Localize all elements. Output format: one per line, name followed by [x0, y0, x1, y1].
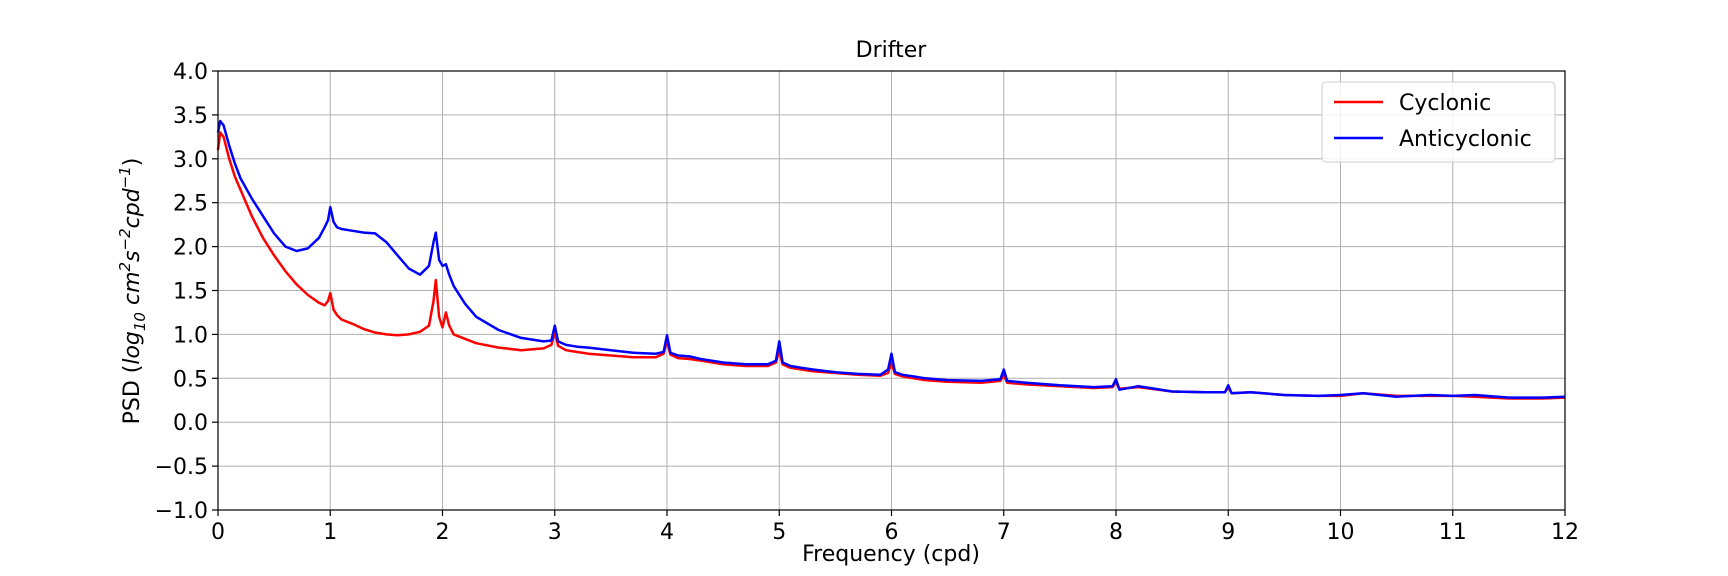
y-tick-label: −0.5 [155, 455, 208, 480]
x-tick-label: 5 [772, 520, 786, 545]
y-axis-title-s: s [120, 250, 145, 261]
x-axis-title: Frequency (cpd) [802, 542, 980, 567]
y-tick-label: 3.0 [173, 148, 208, 173]
series-line-anticyclonic [216, 119, 1566, 399]
chart-title: Drifter [856, 38, 928, 63]
y-tick-label: 2.5 [173, 192, 208, 217]
x-axis: 0 1 2 3 4 5 6 7 8 9 10 11 12 [211, 510, 1579, 545]
y-axis-title: PSD (log10 cm2s−2cpd−1) [116, 158, 149, 425]
y-axis: −1.0 −0.5 0.0 0.5 1.0 1.5 2.0 2.5 3.0 3.5 4.0 [155, 60, 218, 524]
y-tick-label: −1.0 [155, 499, 208, 524]
x-tick-label: 11 [1439, 520, 1467, 545]
legend-label-anticyclonic: Anticyclonic [1399, 127, 1532, 152]
y-axis-title-cm: cm [120, 271, 145, 312]
y-tick-label: 1.5 [173, 280, 208, 305]
y-tick-label: 1.0 [173, 323, 208, 348]
x-tick-label: 1 [323, 520, 337, 545]
x-tick-label: 4 [660, 520, 674, 545]
y-axis-title-cpd: cpd [120, 187, 145, 228]
legend: Cyclonic Anticyclonic [1321, 81, 1556, 163]
y-axis-title-log-sub: 10 [131, 312, 149, 331]
series-layer [216, 119, 1566, 400]
x-tick-label: 0 [211, 520, 225, 545]
y-axis-title-cpd-sup: −1 [116, 166, 134, 188]
y-tick-label: 3.5 [173, 104, 208, 129]
x-tick-label: 9 [1221, 520, 1235, 545]
x-tick-label: 3 [548, 520, 562, 545]
y-axis-title-prefix: PSD ( [120, 365, 145, 425]
y-axis-title-s-sup: −2 [116, 228, 134, 250]
y-axis-title-cm-sup: 2 [116, 262, 134, 272]
x-tick-label: 10 [1327, 520, 1355, 545]
y-axis-title-log: log [120, 331, 145, 365]
x-tick-label: 12 [1551, 520, 1579, 545]
x-tick-label: 2 [436, 520, 450, 545]
y-tick-label: 4.0 [173, 60, 208, 85]
x-tick-label: 6 [885, 520, 899, 545]
y-tick-label: 0.0 [173, 411, 208, 436]
y-tick-label: 2.0 [173, 236, 208, 261]
y-tick-label: 0.5 [173, 367, 208, 392]
x-tick-label: 8 [1109, 520, 1123, 545]
legend-label-cyclonic: Cyclonic [1399, 91, 1491, 116]
y-axis-title-suffix: ) [120, 158, 145, 167]
x-tick-label: 7 [997, 520, 1011, 545]
